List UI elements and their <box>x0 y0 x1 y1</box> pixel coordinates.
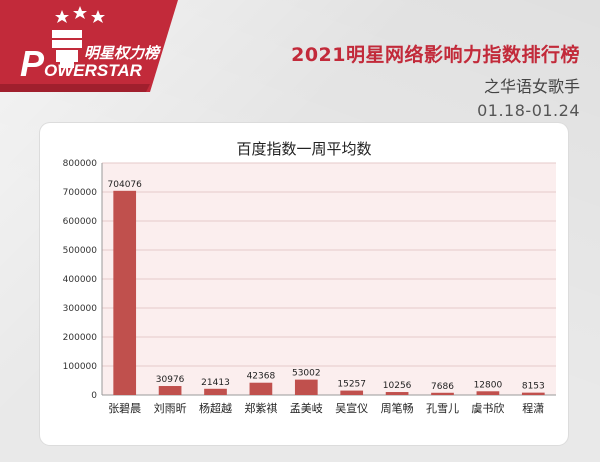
y-tick-label: 200000 <box>63 333 98 343</box>
data-label: 10256 <box>383 381 412 391</box>
category-label: 吴宣仪 <box>335 401 368 415</box>
data-label: 12800 <box>474 380 503 390</box>
category-label: 刘雨昕 <box>154 402 187 415</box>
category-label: 张碧晨 <box>108 402 141 415</box>
bar <box>158 386 182 395</box>
bar <box>249 382 273 395</box>
category-label: 孟美岐 <box>290 402 323 415</box>
category-label: 杨超越 <box>199 401 232 415</box>
brand-name-cn: 明星权力榜 <box>84 44 162 62</box>
data-label: 21413 <box>201 378 230 388</box>
data-label: 53002 <box>292 369 321 379</box>
bar <box>431 392 454 395</box>
category-label: 虞书欣 <box>471 401 504 415</box>
bar <box>294 379 318 395</box>
category-label: 周笔畅 <box>381 401 414 415</box>
brand-name-en: OWERSTAR <box>44 61 143 80</box>
chart-title: 百度指数一周平均数 <box>236 140 371 158</box>
y-tick-label: 500000 <box>63 246 98 256</box>
data-label: 30976 <box>156 375 185 385</box>
bar <box>340 390 364 395</box>
bar <box>385 392 409 395</box>
chart-card: 百度指数一周平均数 0 100000 200000 300000 400000 50000… <box>40 123 568 445</box>
bar-chart: 百度指数一周平均数 0 100000 200000 300000 400000 50000… <box>63 140 556 415</box>
powerstar-logo: P 明星权力榜 OWERSTAR <box>0 0 230 110</box>
data-label: 7686 <box>431 382 454 392</box>
page-title: 2021明星网络影响力指数排行榜 <box>291 44 580 66</box>
brand-initial: P <box>20 43 45 84</box>
category-label: 孔雪儿 <box>426 402 459 415</box>
y-tick-label: 0 <box>91 391 97 401</box>
date-range: 01.18-01.24 <box>477 101 580 120</box>
y-tick-label: 700000 <box>63 188 98 198</box>
data-label: 42368 <box>247 372 276 382</box>
fist-icon <box>52 30 82 68</box>
y-tick-label: 800000 <box>63 159 98 169</box>
data-label: 15257 <box>337 380 366 390</box>
data-label: 8153 <box>522 382 545 392</box>
y-tick-label: 100000 <box>63 362 98 372</box>
y-tick-label: 400000 <box>63 275 98 285</box>
bar <box>204 388 227 395</box>
category-label: 程潇 <box>522 402 544 415</box>
bar <box>113 190 137 395</box>
y-tick-label: 300000 <box>63 304 98 314</box>
category-label: 郑紫祺 <box>244 401 277 415</box>
header: 2021明星网络影响力指数排行榜 之华语女歌手 01.18-01.24 <box>291 40 580 120</box>
y-tick-label: 600000 <box>63 217 98 227</box>
page-subtitle: 之华语女歌手 <box>483 77 580 96</box>
bar <box>476 391 500 395</box>
bar <box>521 392 545 395</box>
star-icon <box>55 6 105 23</box>
data-label: 704076 <box>108 180 143 190</box>
